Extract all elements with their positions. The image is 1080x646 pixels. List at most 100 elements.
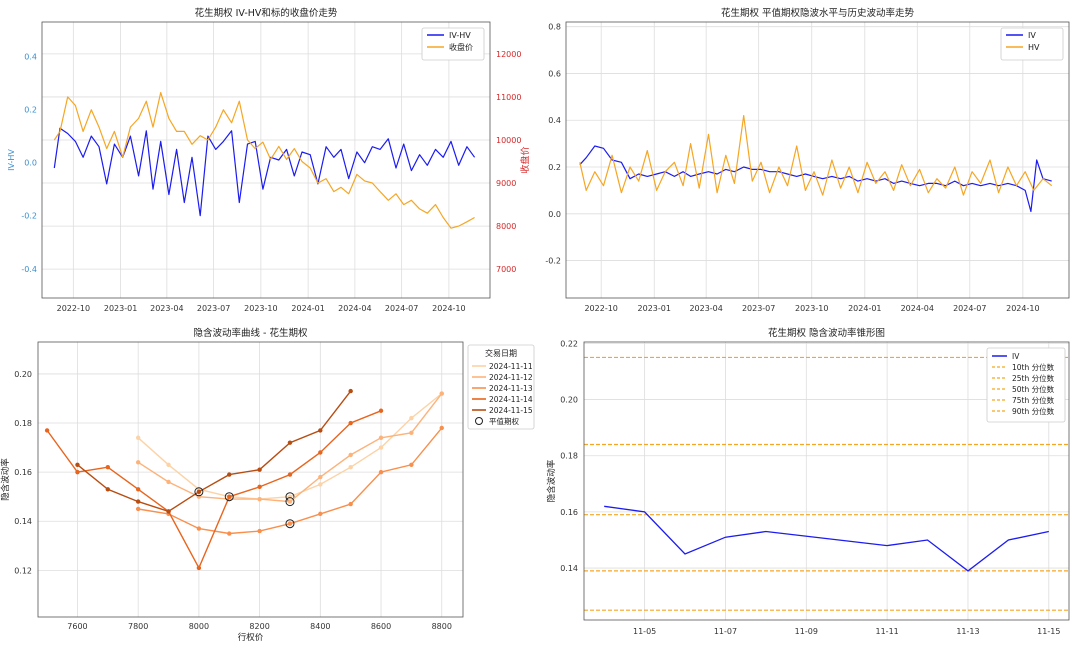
x-tick-label: 2024-04 bbox=[901, 304, 934, 313]
y-tick-label: 0.22 bbox=[560, 339, 578, 348]
x-tick-label: 2024-01 bbox=[291, 304, 324, 313]
data-point bbox=[378, 469, 384, 475]
legend-box bbox=[986, 347, 1066, 423]
y-tick-label: -0.4 bbox=[21, 265, 37, 274]
y-tick-label: 0.2 bbox=[548, 163, 561, 172]
x-tick-label: 11-13 bbox=[956, 627, 979, 636]
data-point bbox=[287, 472, 293, 477]
chart-c4-frame bbox=[583, 341, 1070, 621]
data-point bbox=[348, 465, 353, 470]
data-point bbox=[348, 420, 353, 426]
data-point bbox=[287, 521, 293, 526]
series-line-IV bbox=[604, 505, 1049, 572]
data-point bbox=[227, 472, 232, 477]
x-tick-label: 11-05 bbox=[633, 627, 656, 636]
data-point bbox=[378, 408, 384, 413]
legend-label: 90th 分位数 bbox=[1012, 406, 1055, 416]
x-tick-label: 2023-04 bbox=[150, 304, 183, 313]
x-tick-label: 2023-10 bbox=[795, 304, 828, 313]
data-point bbox=[318, 450, 323, 455]
data-point bbox=[135, 506, 141, 512]
data-point bbox=[409, 415, 414, 421]
data-point bbox=[75, 469, 80, 475]
x-tick-label: 2023-04 bbox=[689, 304, 722, 313]
y-axis-label: 隐含波动率 bbox=[0, 458, 11, 501]
y2-tick-label: 8000 bbox=[496, 222, 516, 231]
x-tick-label: 7800 bbox=[128, 622, 148, 631]
data-point bbox=[378, 445, 384, 450]
x-tick-label: 2022-10 bbox=[584, 304, 617, 313]
chart-c4: 11-05 11-07 11-09 11-11 11-13 11-15 0.14 0.16 0.… bbox=[546, 327, 1070, 636]
y-tick-label: 0.2 bbox=[24, 106, 37, 115]
data-point bbox=[378, 435, 384, 440]
data-point bbox=[166, 479, 171, 485]
x-tick-label: 8400 bbox=[310, 622, 330, 631]
data-point bbox=[439, 425, 444, 431]
y-tick-label: -0.2 bbox=[545, 257, 561, 266]
legend-label: HV bbox=[1028, 43, 1040, 52]
data-point bbox=[135, 435, 141, 440]
data-point bbox=[227, 531, 232, 536]
chart-c1-frame bbox=[41, 21, 491, 299]
y-axis-label: IV-HV bbox=[7, 149, 16, 171]
x-tick-label: 2023-07 bbox=[197, 304, 230, 313]
chart-c3-title: 隐含波动率曲线 - 花生期权 bbox=[194, 327, 308, 339]
x-tick-label: 11-11 bbox=[876, 627, 899, 636]
data-point bbox=[166, 462, 171, 467]
series-line-收盘价 bbox=[53, 91, 475, 229]
series-line-IV bbox=[579, 145, 1052, 213]
legend-atm-marker bbox=[475, 417, 483, 425]
y-tick-label: 0.16 bbox=[560, 508, 578, 517]
legend-label: IV bbox=[1028, 31, 1036, 40]
chart-c4-title: 花生期权 隐含波动率锥形图 bbox=[768, 327, 885, 339]
y-tick-label: 0.0 bbox=[548, 210, 561, 219]
y-tick-label: 0.18 bbox=[14, 419, 32, 428]
x-tick-label: 2024-10 bbox=[1006, 304, 1039, 313]
data-point bbox=[439, 391, 444, 396]
data-point bbox=[196, 526, 202, 531]
y-tick-label: 0.0 bbox=[24, 159, 37, 168]
chart-c1-title: 花生期权 IV-HV和标的收盘价走势 bbox=[195, 7, 338, 19]
x-tick-label: 2023-10 bbox=[244, 304, 277, 313]
x-tick-label: 8600 bbox=[371, 622, 391, 631]
y-tick-label: 0.6 bbox=[548, 69, 561, 78]
x-tick-label: 8000 bbox=[189, 622, 209, 631]
atm-marker bbox=[224, 492, 234, 502]
x-tick-label: 2023-07 bbox=[742, 304, 775, 313]
x-tick-label: 11-09 bbox=[795, 627, 818, 636]
y2-tick-label: 10000 bbox=[496, 136, 521, 145]
y-tick-label: 0.20 bbox=[560, 396, 578, 405]
data-point bbox=[257, 496, 262, 502]
data-point bbox=[135, 460, 141, 465]
data-point bbox=[287, 440, 293, 445]
y-tick-label: 0.14 bbox=[560, 564, 578, 573]
x-tick-label: 2024-01 bbox=[848, 304, 881, 313]
x-tick-label: 2024-07 bbox=[953, 304, 986, 313]
data-point bbox=[348, 388, 353, 394]
data-point bbox=[318, 482, 323, 487]
data-point bbox=[75, 462, 80, 467]
atm-marker bbox=[285, 497, 295, 507]
chart-c3-frame bbox=[37, 341, 464, 618]
data-point bbox=[135, 487, 141, 492]
legend-label: 2024-11-15 bbox=[489, 406, 533, 415]
legend-label: 50th 分位数 bbox=[1012, 384, 1055, 394]
y-tick-label: 0.18 bbox=[560, 452, 578, 461]
legend-label: 2024-11-11 bbox=[489, 362, 533, 371]
legend-label: IV-HV bbox=[449, 31, 471, 40]
data-point bbox=[227, 494, 232, 499]
legend-label: 2024-11-13 bbox=[489, 384, 533, 393]
y-tick-label: 0.4 bbox=[548, 116, 561, 125]
data-point bbox=[348, 452, 353, 458]
atm-marker bbox=[285, 519, 295, 529]
series-line-2024-11-11 bbox=[137, 393, 443, 500]
x-tick-label: 11-15 bbox=[1037, 627, 1060, 636]
data-point bbox=[44, 428, 50, 433]
data-point bbox=[318, 428, 323, 433]
chart-c2: 2022-10 2023-01 2023-04 2023-07 2023-10 2024-… bbox=[545, 7, 1070, 313]
x-tick-label: 2024-07 bbox=[385, 304, 418, 313]
legend-label: 25th 分位数 bbox=[1012, 373, 1055, 383]
legend-box bbox=[421, 27, 485, 61]
chart-c2-frame bbox=[565, 21, 1070, 299]
